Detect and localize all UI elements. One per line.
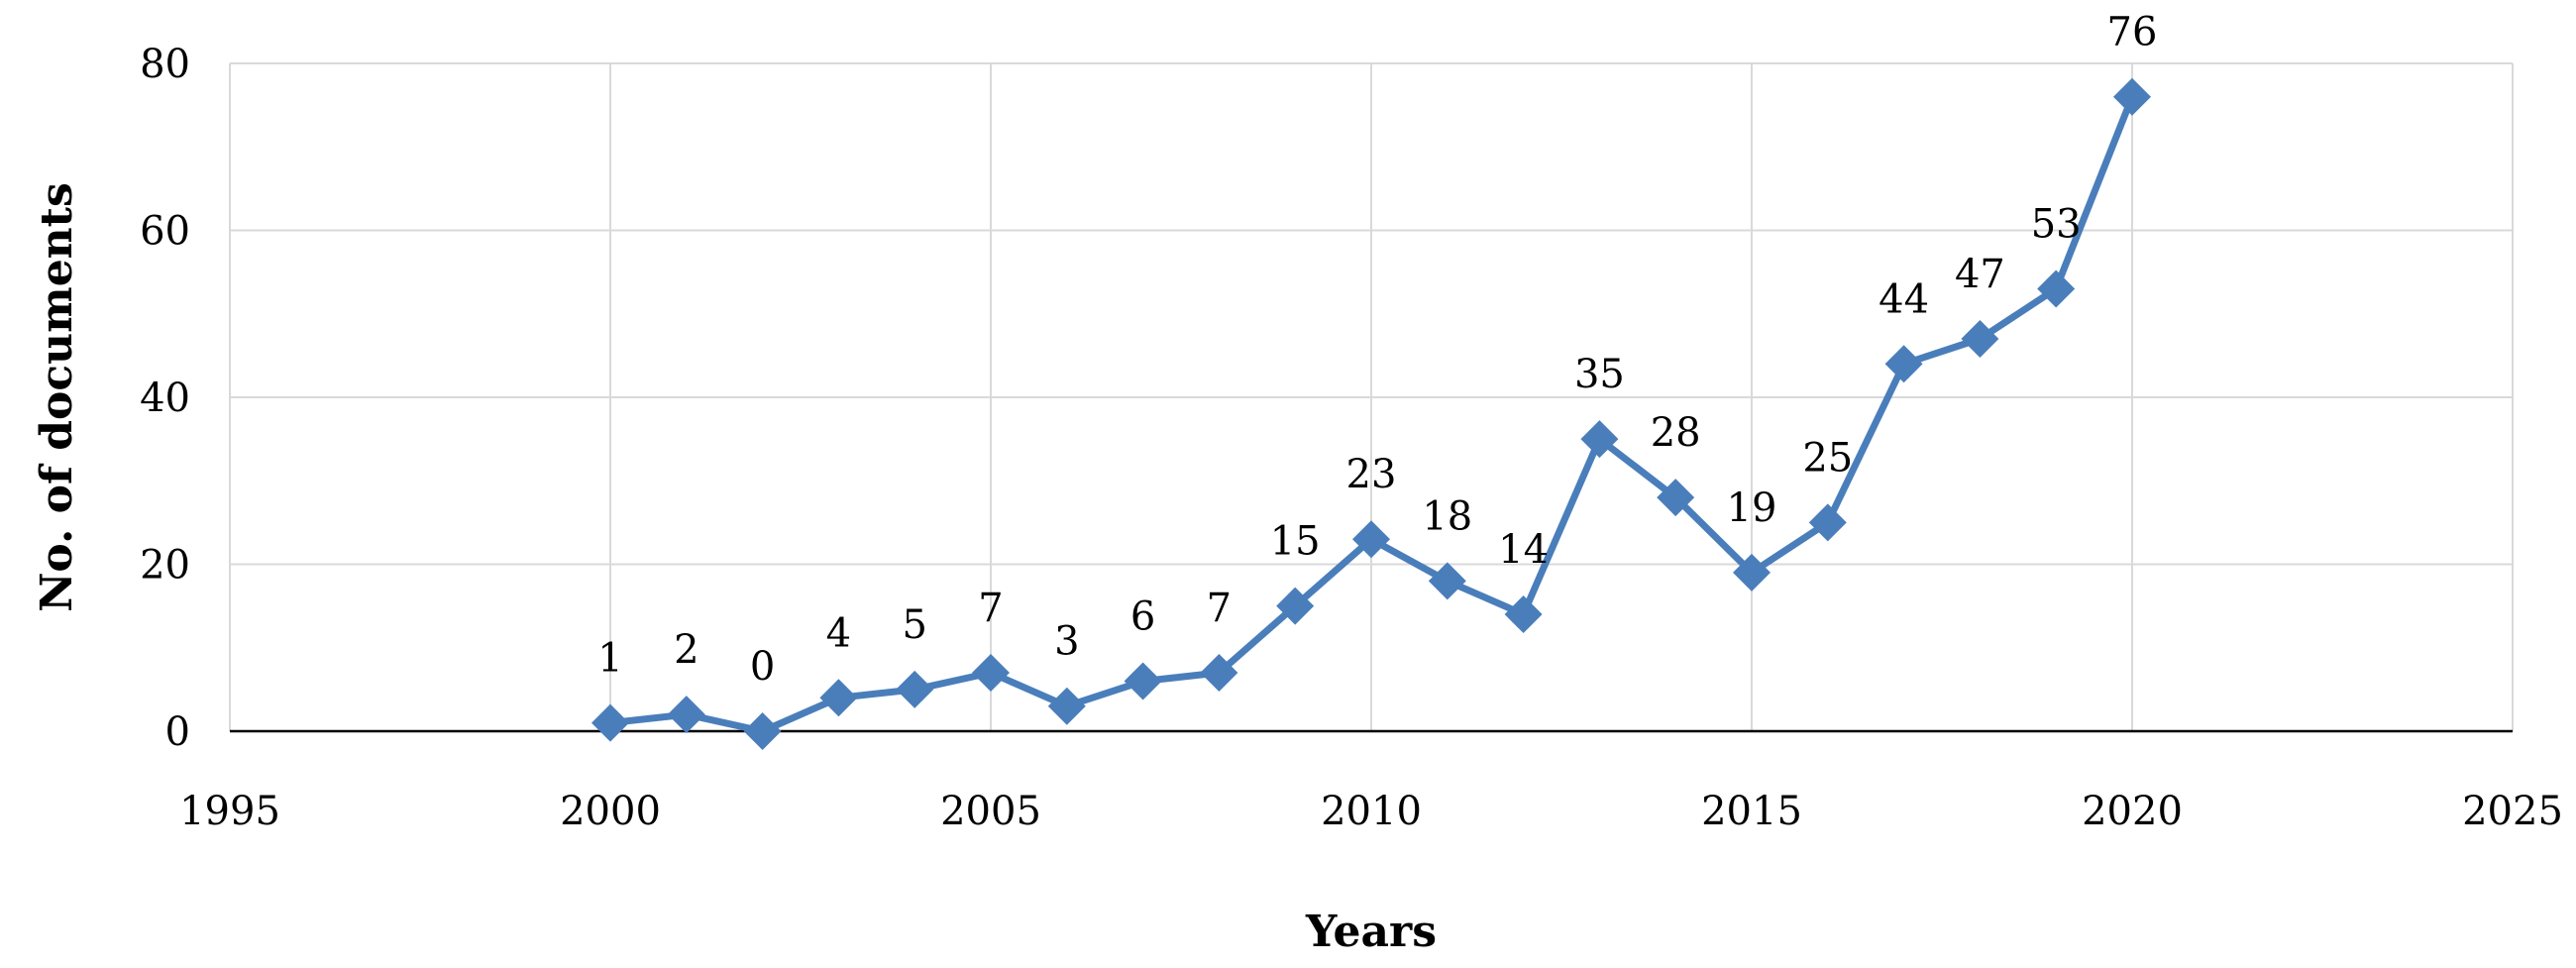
x-tick-label: 2005 [940, 789, 1041, 834]
y-tick-label: 60 [140, 209, 190, 255]
data-label: 6 [1130, 593, 1155, 639]
data-point-marker [1047, 687, 1086, 725]
data-label: 18 [1422, 493, 1472, 539]
data-point-marker [667, 696, 705, 734]
data-label: 5 [902, 602, 926, 648]
data-label: 1 [597, 636, 622, 682]
y-tick-label: 0 [165, 709, 190, 755]
data-label: 53 [2031, 201, 2082, 247]
data-point-marker [1884, 345, 1923, 383]
data-label: 14 [1498, 527, 1549, 573]
data-point-marker [1428, 562, 1466, 600]
data-label: 7 [978, 586, 1003, 631]
data-point-marker [1961, 320, 1999, 359]
data-point-marker [819, 679, 858, 717]
x-tick-label: 1995 [179, 789, 280, 834]
data-point-marker [1808, 503, 1847, 542]
data-label: 15 [1270, 519, 1321, 565]
data-label: 76 [2107, 10, 2158, 55]
data-point-marker [1580, 420, 1619, 459]
x-tick-label: 2010 [1321, 789, 1422, 834]
data-label: 0 [750, 644, 775, 690]
data-point-marker [591, 703, 629, 742]
data-point-marker [1352, 520, 1390, 559]
data-label: 2 [674, 627, 698, 673]
x-tick-label: 2020 [2082, 789, 2183, 834]
data-labels: 1 2 0 4 5 7 3 6 7 15 23 18 14 35 28 19 25 44 47 53 76 [597, 10, 2157, 690]
data-label: 25 [1802, 435, 1853, 481]
data-point-marker [1504, 595, 1543, 634]
data-label: 3 [1054, 619, 1079, 665]
data-point-marker [743, 712, 782, 750]
data-point-marker [896, 670, 934, 708]
x-tick-label: 2025 [2462, 789, 2563, 834]
data-point-marker [1200, 654, 1238, 693]
data-point-marker [1276, 587, 1315, 625]
data-label: 28 [1651, 410, 1701, 456]
data-label: 35 [1574, 352, 1625, 397]
gridlines [229, 62, 2514, 731]
data-point-marker [972, 654, 1010, 693]
data-point-marker [1124, 662, 1162, 700]
y-axis-title: No. of documents [32, 182, 82, 612]
data-label: 4 [826, 610, 851, 656]
data-label: 44 [1878, 276, 1929, 322]
data-label: 7 [1207, 586, 1232, 631]
data-point-marker [1733, 553, 1771, 592]
data-label: 23 [1346, 452, 1397, 497]
data-point-marker [2037, 269, 2076, 308]
data-label: 19 [1727, 485, 1777, 531]
x-tick-label: 2000 [560, 789, 661, 834]
data-label: 47 [1955, 252, 2005, 297]
y-tick-label: 80 [140, 42, 190, 87]
series-layer [591, 77, 2151, 750]
y-tick-label: 40 [140, 376, 190, 421]
x-axis-title: Years [1305, 907, 1437, 957]
data-point-marker [2113, 77, 2151, 116]
y-tick-label: 20 [140, 543, 190, 589]
x-tick-label: 2015 [1701, 789, 1802, 834]
data-point-marker [1657, 479, 1695, 517]
